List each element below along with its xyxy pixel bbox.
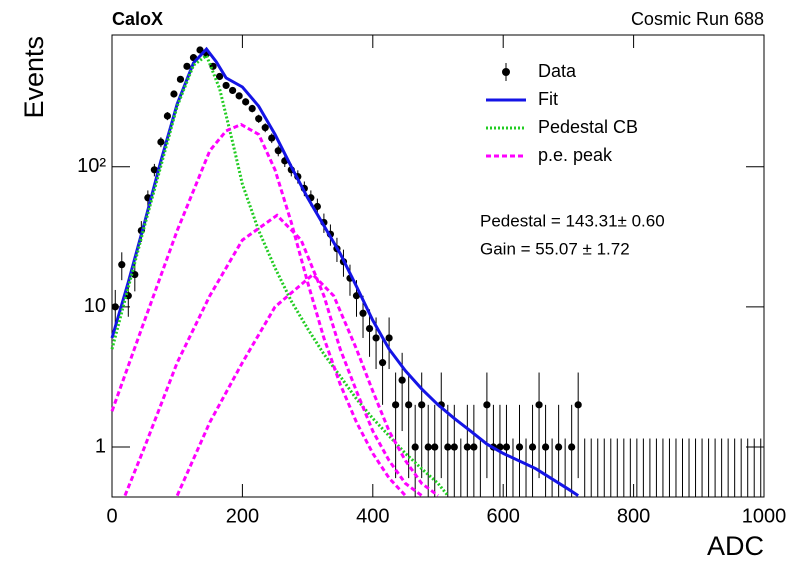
data-point [411, 443, 419, 451]
data-point [255, 115, 263, 123]
data-point [261, 124, 269, 132]
data-point [183, 62, 191, 70]
data-point [150, 166, 158, 174]
annotation: Pedestal = 143.31± 0.60 [480, 211, 665, 230]
data-point [274, 147, 282, 155]
data-point [405, 401, 413, 409]
data-point [398, 376, 406, 384]
y-tick-label: 10 [84, 295, 106, 317]
data-point [157, 138, 165, 146]
chart-title: CaloX [112, 9, 163, 29]
chart-subtitle: Cosmic Run 688 [631, 9, 764, 29]
legend-swatch [502, 68, 510, 76]
data-point [470, 443, 478, 451]
data-point [352, 292, 361, 300]
data-point [528, 443, 537, 451]
data-point [535, 401, 543, 409]
data-point [359, 309, 367, 317]
data-point [424, 443, 432, 451]
legend-label: Pedestal CB [538, 117, 638, 137]
x-axis-label: ADC [707, 531, 764, 561]
data-point [365, 324, 374, 333]
x-tick-label: 800 [617, 505, 650, 527]
data-point [242, 98, 250, 106]
annotation: Gain = 55.07 ± 1.72 [480, 239, 630, 258]
x-tick-label: 0 [106, 505, 117, 527]
data-point [235, 92, 243, 100]
data-point [313, 202, 321, 211]
x-tick-label: 600 [487, 505, 520, 527]
data-point [222, 81, 230, 90]
data-point [215, 72, 224, 81]
legend-label: p.e. peak [538, 145, 613, 165]
data-point [268, 134, 276, 142]
y-tick-label: 1 [95, 435, 106, 457]
data-point [450, 443, 458, 451]
data-point [555, 443, 563, 451]
data-point [385, 334, 393, 342]
plot-frame [111, 34, 765, 498]
x-tick-label: 1000 [742, 505, 787, 527]
fit-curve [110, 46, 580, 497]
fit-curve [110, 122, 407, 497]
data-point [515, 443, 524, 451]
data-point [444, 443, 452, 451]
x-tick-label: 400 [356, 505, 389, 527]
legend-label: Fit [538, 89, 558, 109]
data-point [463, 443, 471, 451]
data-point [196, 46, 204, 54]
y-tick-label: 10² [77, 155, 106, 177]
fit-curve [123, 213, 423, 497]
data-point [568, 443, 576, 451]
data-point [248, 104, 256, 113]
y-axis-label: Events [19, 36, 49, 119]
data-point [372, 334, 380, 342]
x-tick-label: 200 [226, 505, 259, 527]
data-point [163, 112, 172, 120]
data-point [431, 443, 439, 451]
data-point [541, 443, 550, 451]
fit-curve [175, 272, 439, 497]
data-point [170, 90, 178, 98]
legend-label: Data [538, 61, 577, 81]
data-point [131, 270, 139, 279]
fit-curve [110, 53, 449, 497]
data-point [502, 443, 511, 451]
data-point [176, 75, 185, 83]
data-point [229, 86, 237, 95]
data-point [118, 261, 126, 269]
data-point [418, 401, 426, 409]
data-point [378, 359, 387, 367]
data-point [392, 401, 400, 409]
data-point [574, 401, 582, 409]
data-point [483, 401, 491, 409]
data-point [111, 303, 119, 311]
